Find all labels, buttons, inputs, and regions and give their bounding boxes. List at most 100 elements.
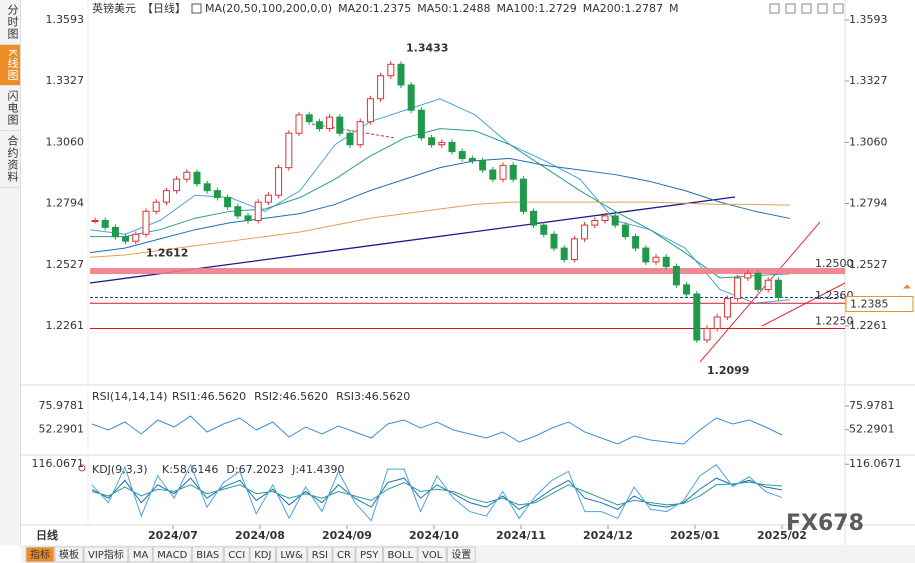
candle [162,190,170,203]
toolbar-item[interactable]: KDJ [254,550,271,561]
toolbar-button[interactable] [275,546,308,563]
candle [356,121,364,146]
ma-line [89,98,791,304]
candle [377,75,385,100]
toolbar-item[interactable]: BOLL [387,550,413,561]
panel-title: KDJ(9,3,3) [92,463,148,476]
x-tick-label: 2024/08 [235,529,285,542]
candle [540,224,548,235]
candle [744,272,752,279]
toolbar-button[interactable] [307,546,333,563]
price-marker [903,284,911,289]
candle [601,215,609,222]
y-tick-label: 1.2794 [46,197,85,210]
y-tick-label: 75.9781 [849,399,895,412]
candle [346,132,354,146]
candle [764,279,772,290]
y-tick-label: 1.2261 [46,319,85,332]
price-annotation: 1.2612 [146,246,188,259]
icon[interactable] [769,3,780,14]
toolbar-button[interactable] [128,546,153,563]
level-label: 1.2500 [815,257,854,270]
candle [479,160,487,171]
candle [774,279,782,298]
current-price-box [845,295,914,312]
x-tick-label: 2025/01 [670,529,720,542]
channel-line [761,282,846,327]
y-tick-label: 1.3593 [849,13,888,26]
toolbar-item[interactable]: CCI [228,550,245,561]
candle [672,265,680,286]
candle [428,137,436,146]
toolbar-item[interactable]: CR [337,550,351,561]
kdj-line [91,463,783,522]
icon[interactable] [801,3,812,14]
toolbar-item[interactable]: 模板 [59,548,79,561]
candle [132,233,140,242]
x-tick-label: 2025/02 [757,529,807,542]
candle [101,220,109,228]
header-text: MA(20,50,100,200,0,0) [205,2,332,15]
toolbar-item[interactable]: 指标 [30,548,50,561]
panel-legend: K:58.6146 [162,463,218,476]
toolbar-item[interactable]: MA [133,550,149,561]
sidebar-tab[interactable]: 分时图 [0,0,20,45]
candle [632,236,640,249]
candle [326,116,334,130]
toolbar-item[interactable]: BIAS [196,550,219,561]
toolbar-button[interactable] [382,546,418,563]
y-tick-label: 1.3327 [46,74,85,87]
icon [191,3,202,14]
y-tick-label: 1.3593 [46,13,85,26]
toolbar-button[interactable] [249,546,276,563]
toolbar-button[interactable] [417,546,447,563]
candle [305,114,313,123]
candle [642,247,650,263]
channel-line [699,221,821,363]
toolbar-button[interactable] [446,546,476,563]
toolbar-item[interactable]: MACD [157,550,187,561]
x-tick-label: 2024/11 [496,529,546,542]
candle [509,164,517,180]
candle [581,224,589,240]
candle [122,236,130,242]
candle [693,293,701,341]
candle [611,215,619,226]
panel-title: RSI(14,14,14) [92,390,167,403]
toolbar-button[interactable] [223,546,250,563]
x-tick-label: 2024/07 [148,529,198,542]
candle [244,215,252,222]
toolbar-button[interactable] [83,546,129,563]
toolbar-button[interactable] [332,546,356,563]
toolbar-button[interactable] [355,546,383,563]
toolbar-item[interactable]: RSI [312,550,328,561]
candle [254,201,262,222]
candle [621,224,629,238]
toolbar-item[interactable]: VOL [422,550,443,561]
sidebar-tab[interactable]: K线图 [0,45,20,87]
watermark: FX678 [786,511,864,536]
sidebar-tab[interactable]: 闪电图 [0,86,20,132]
icon[interactable] [833,3,844,14]
ma-line [89,201,791,258]
y-tick-label: 1.2261 [849,319,888,332]
candle [213,190,221,199]
sidebar-tab[interactable]: 合约资料 [0,131,20,189]
toolbar-button[interactable] [152,546,192,563]
icon[interactable] [817,3,828,14]
toolbar-button[interactable] [54,546,84,563]
toolbar-item[interactable]: PSY [360,550,379,561]
candle [264,194,272,203]
toolbar-item[interactable]: LW& [280,550,303,561]
panel-legend: RSI1:46.5620 [172,390,246,403]
candle [489,169,497,180]
toolbar-item[interactable]: VIP指标 [88,548,124,561]
x-tick-label: 2024/09 [322,529,372,542]
icon[interactable] [785,3,796,14]
toolbar-button[interactable] [191,546,224,563]
toolbar-button[interactable] [25,546,55,563]
candle [438,141,446,146]
toolbar-item[interactable]: 设置 [451,549,471,561]
panel-icon [78,464,86,472]
drawn-line [311,123,396,139]
